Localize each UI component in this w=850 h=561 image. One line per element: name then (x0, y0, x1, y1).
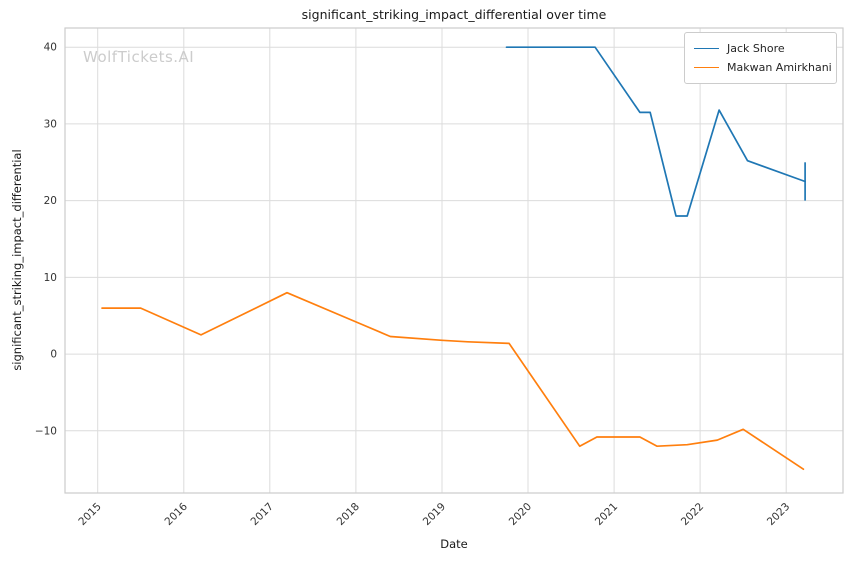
legend: Jack Shore Makwan Amirkhani (684, 32, 837, 84)
x-tick-label: 2018 (335, 501, 362, 528)
watermark: WolfTickets.AI (83, 48, 195, 66)
chart-title: significant_striking_impact_differential… (301, 7, 607, 22)
legend-label: Jack Shore (727, 42, 785, 55)
legend-line-swatch-blue (694, 48, 719, 49)
legend-item-makwan-amirkhani: Makwan Amirkhani (694, 58, 832, 77)
y-tick-label: −10 (35, 425, 57, 437)
series-line-makwan-amirkhani (101, 291, 805, 471)
x-tick-label: 2020 (507, 501, 534, 528)
series-line-jack-shore (505, 46, 806, 217)
legend-item-jack-shore: Jack Shore (694, 39, 826, 58)
x-tick-label: 2016 (163, 500, 191, 528)
x-tick-label: 2021 (593, 501, 620, 528)
legend-label: Makwan Amirkhani (727, 61, 832, 74)
y-tick-label: 20 (44, 195, 57, 207)
y-tick-label: 30 (44, 118, 57, 130)
y-axis-label: significant_striking_impact_differential (10, 149, 24, 371)
legend-line-swatch-orange (694, 67, 719, 68)
x-axis-label: Date (440, 537, 468, 551)
x-tick-label: 2019 (421, 501, 448, 528)
plot-border (64, 27, 844, 494)
x-tick-label: 2022 (679, 501, 706, 528)
y-tick-label: 40 (44, 42, 57, 54)
y-tick-label: 0 (50, 349, 57, 361)
x-tick-label: 2017 (249, 501, 276, 528)
x-tick-label: 2023 (765, 501, 792, 528)
x-tick-label: 2015 (76, 501, 103, 528)
y-tick-label: 10 (44, 272, 57, 284)
